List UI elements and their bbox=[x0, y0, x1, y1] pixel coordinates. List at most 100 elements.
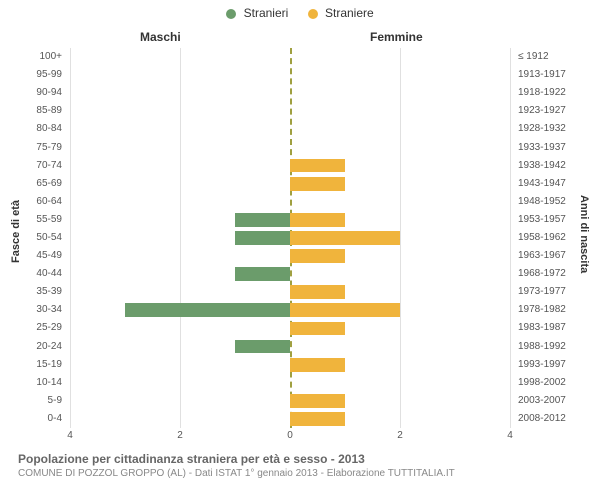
y-label-age: 95-99 bbox=[36, 70, 62, 80]
y-label-age: 10-14 bbox=[36, 378, 62, 388]
bar-row: 50-541958-1962 bbox=[70, 229, 510, 247]
gridline bbox=[510, 48, 511, 428]
y-label-age: 35-39 bbox=[36, 287, 62, 297]
y-axis-title-left: Fasce di età bbox=[10, 200, 22, 263]
bar-male bbox=[125, 303, 290, 317]
y-label-birth: 1988-1992 bbox=[518, 342, 566, 352]
legend-item-male: Stranieri bbox=[226, 6, 288, 20]
bar-row: 95-991913-1917 bbox=[70, 66, 510, 84]
y-label-birth: 1978-1982 bbox=[518, 305, 566, 315]
y-label-birth: 1963-1967 bbox=[518, 251, 566, 261]
bar-row: 60-641948-1952 bbox=[70, 193, 510, 211]
bar-row: 35-391973-1977 bbox=[70, 283, 510, 301]
bar-female bbox=[290, 285, 345, 299]
y-label-age: 50-54 bbox=[36, 233, 62, 243]
bar-male bbox=[235, 340, 290, 354]
legend: Stranieri Straniere bbox=[0, 6, 600, 20]
bar-female bbox=[290, 231, 400, 245]
bar-male bbox=[235, 213, 290, 227]
y-label-age: 20-24 bbox=[36, 342, 62, 352]
x-tick-label: 4 bbox=[507, 430, 513, 441]
x-axis-labels: 4 2 0 2 4 bbox=[70, 430, 510, 444]
y-label-birth: 1928-1932 bbox=[518, 124, 566, 134]
bar-female bbox=[290, 322, 345, 336]
y-label-birth: ≤ 1912 bbox=[518, 52, 549, 62]
y-label-birth: 1938-1942 bbox=[518, 161, 566, 171]
bar-row: 20-241988-1992 bbox=[70, 338, 510, 356]
bar-male bbox=[235, 231, 290, 245]
column-title-right: Femmine bbox=[370, 30, 423, 44]
legend-swatch-female bbox=[308, 9, 318, 19]
y-label-age: 5-9 bbox=[48, 396, 62, 406]
x-tick-label: 4 bbox=[67, 430, 73, 441]
bar-row: 55-591953-1957 bbox=[70, 211, 510, 229]
y-label-age: 75-79 bbox=[36, 143, 62, 153]
bar-female bbox=[290, 303, 400, 317]
x-tick-label: 2 bbox=[397, 430, 403, 441]
y-label-birth: 1913-1917 bbox=[518, 70, 566, 80]
bar-female bbox=[290, 358, 345, 372]
bar-female bbox=[290, 412, 345, 426]
bar-female bbox=[290, 249, 345, 263]
y-label-age: 55-59 bbox=[36, 215, 62, 225]
y-label-age: 40-44 bbox=[36, 269, 62, 279]
y-label-age: 45-49 bbox=[36, 251, 62, 261]
legend-swatch-male bbox=[226, 9, 236, 19]
bar-row: 25-291983-1987 bbox=[70, 319, 510, 337]
x-tick-label: 0 bbox=[287, 430, 293, 441]
footer-subtitle: COMUNE DI POZZOL GROPPO (AL) - Dati ISTA… bbox=[18, 468, 455, 479]
y-label-age: 90-94 bbox=[36, 88, 62, 98]
y-label-birth: 1973-1977 bbox=[518, 287, 566, 297]
bar-rows: 100+≤ 191295-991913-191790-941918-192285… bbox=[70, 48, 510, 428]
bar-female bbox=[290, 213, 345, 227]
bar-row: 70-741938-1942 bbox=[70, 157, 510, 175]
y-label-age: 60-64 bbox=[36, 197, 62, 207]
y-label-age: 70-74 bbox=[36, 161, 62, 171]
y-label-birth: 1918-1922 bbox=[518, 88, 566, 98]
y-label-age: 65-69 bbox=[36, 179, 62, 189]
y-label-age: 15-19 bbox=[36, 360, 62, 370]
legend-item-female: Straniere bbox=[308, 6, 374, 20]
y-label-birth: 1958-1962 bbox=[518, 233, 566, 243]
footer-title: Popolazione per cittadinanza straniera p… bbox=[18, 452, 455, 466]
y-label-age: 100+ bbox=[39, 52, 62, 62]
bar-row: 65-691943-1947 bbox=[70, 175, 510, 193]
y-label-birth: 1923-1927 bbox=[518, 106, 566, 116]
bar-row: 40-441968-1972 bbox=[70, 265, 510, 283]
bar-row: 100+≤ 1912 bbox=[70, 48, 510, 66]
legend-label-male: Stranieri bbox=[244, 6, 289, 20]
bar-female bbox=[290, 177, 345, 191]
y-label-age: 80-84 bbox=[36, 124, 62, 134]
y-axis-title-right: Anni di nascita bbox=[578, 195, 590, 273]
y-label-age: 85-89 bbox=[36, 106, 62, 116]
x-tick-label: 2 bbox=[177, 430, 183, 441]
y-label-birth: 2003-2007 bbox=[518, 396, 566, 406]
plot-area: 100+≤ 191295-991913-191790-941918-192285… bbox=[70, 48, 510, 428]
bar-female bbox=[290, 394, 345, 408]
bar-male bbox=[235, 267, 290, 281]
y-label-age: 25-29 bbox=[36, 323, 62, 333]
bar-row: 85-891923-1927 bbox=[70, 102, 510, 120]
y-label-age: 30-34 bbox=[36, 305, 62, 315]
y-label-birth: 2008-2012 bbox=[518, 414, 566, 424]
y-label-birth: 1953-1957 bbox=[518, 215, 566, 225]
y-label-birth: 1943-1947 bbox=[518, 179, 566, 189]
bar-row: 80-841928-1932 bbox=[70, 120, 510, 138]
bar-row: 45-491963-1967 bbox=[70, 247, 510, 265]
y-label-birth: 1993-1997 bbox=[518, 360, 566, 370]
y-label-birth: 1968-1972 bbox=[518, 269, 566, 279]
bar-row: 75-791933-1937 bbox=[70, 138, 510, 156]
legend-label-female: Straniere bbox=[325, 6, 374, 20]
bar-row: 0-42008-2012 bbox=[70, 410, 510, 428]
y-label-birth: 1998-2002 bbox=[518, 378, 566, 388]
bar-row: 15-191993-1997 bbox=[70, 356, 510, 374]
bar-female bbox=[290, 159, 345, 173]
bar-row: 90-941918-1922 bbox=[70, 84, 510, 102]
population-pyramid-chart: Stranieri Straniere Maschi Femmine Fasce… bbox=[0, 0, 600, 500]
y-label-birth: 1983-1987 bbox=[518, 323, 566, 333]
column-title-left: Maschi bbox=[140, 30, 181, 44]
y-label-birth: 1948-1952 bbox=[518, 197, 566, 207]
chart-footer: Popolazione per cittadinanza straniera p… bbox=[18, 452, 455, 479]
y-label-age: 0-4 bbox=[48, 414, 62, 424]
bar-row: 10-141998-2002 bbox=[70, 374, 510, 392]
